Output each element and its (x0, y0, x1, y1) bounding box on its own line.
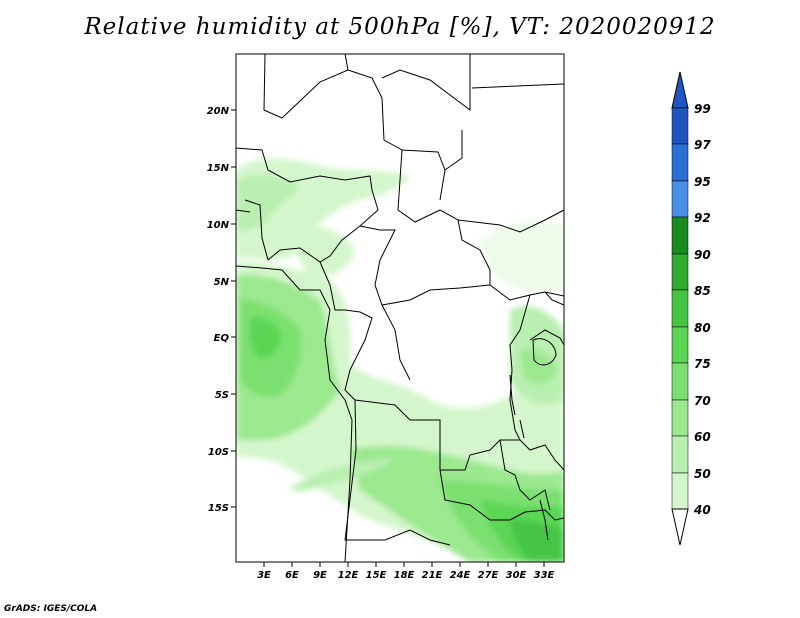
lon-tick-label: 33E (534, 570, 555, 581)
lat-tick-label: 10S (208, 447, 229, 458)
lat-axis: 20N 15N 10N 5N EQ 5S 10S 15S (207, 106, 236, 514)
colorbar-label: 92 (694, 211, 711, 225)
lat-tick-label: 5S (215, 390, 229, 401)
colorbar-segment (671, 143, 689, 182)
colorbar-segment (671, 289, 689, 328)
lon-tick-label: 12E (338, 570, 359, 581)
lat-tick-label: 15S (208, 503, 229, 514)
colorbar-segment (671, 253, 689, 291)
colorbar-label: 85 (694, 284, 711, 298)
colorbar-segment (671, 180, 689, 218)
lon-tick-label: 24E (450, 570, 471, 581)
colorbar-segment (671, 326, 689, 364)
colorbar-segment (671, 216, 689, 255)
lon-tick-label: 6E (285, 570, 299, 581)
colorbar-label: 95 (694, 175, 711, 189)
chart-title: Relative humidity at 500hPa [%], VT: 202… (84, 14, 716, 40)
lakes (509, 338, 557, 541)
lat-tick-label: 5N (214, 277, 230, 288)
colorbar-bottom-arrow (671, 508, 689, 546)
colorbar-label: 40 (693, 503, 711, 517)
lat-tick-label: 20N (207, 106, 230, 117)
colorbar-label: 70 (694, 394, 711, 408)
humidity-field (236, 158, 564, 562)
colorbar-segment (671, 362, 689, 401)
colorbar-segment (671, 435, 689, 474)
lon-tick-label: 9E (313, 570, 327, 581)
colorbar-segment (671, 107, 689, 145)
lon-tick-label: 18E (394, 570, 415, 581)
colorbar-label: 60 (694, 430, 711, 444)
country-borders (236, 54, 564, 562)
colorbar-top-arrow (671, 71, 689, 109)
lon-axis: 3E 6E 9E 12E 15E 18E 21E 24E 27E 30E 33E (257, 562, 555, 581)
lon-tick-label: 21E (422, 570, 443, 581)
map-frame (235, 53, 565, 563)
colorbar-label: 80 (694, 321, 711, 335)
lon-tick-label: 30E (506, 570, 527, 581)
lat-tick-label: EQ (214, 333, 230, 344)
colorbar: 99 97 95 92 90 85 80 75 70 60 50 40 (671, 71, 711, 546)
lon-tick-label: 27E (478, 570, 499, 581)
colorbar-segment (671, 472, 689, 510)
lon-tick-label: 3E (257, 570, 271, 581)
colorbar-label: 99 (694, 102, 711, 116)
lat-tick-label: 15N (207, 163, 230, 174)
lon-tick-label: 15E (366, 570, 387, 581)
colorbar-segment (671, 399, 689, 437)
colorbar-label: 75 (694, 357, 711, 371)
colorbar-label: 90 (694, 248, 711, 262)
colorbar-label: 50 (694, 467, 711, 481)
credit-text: GrADS: IGES/COLA (4, 604, 98, 614)
lat-tick-label: 10N (207, 220, 230, 231)
colorbar-label: 97 (694, 138, 711, 152)
